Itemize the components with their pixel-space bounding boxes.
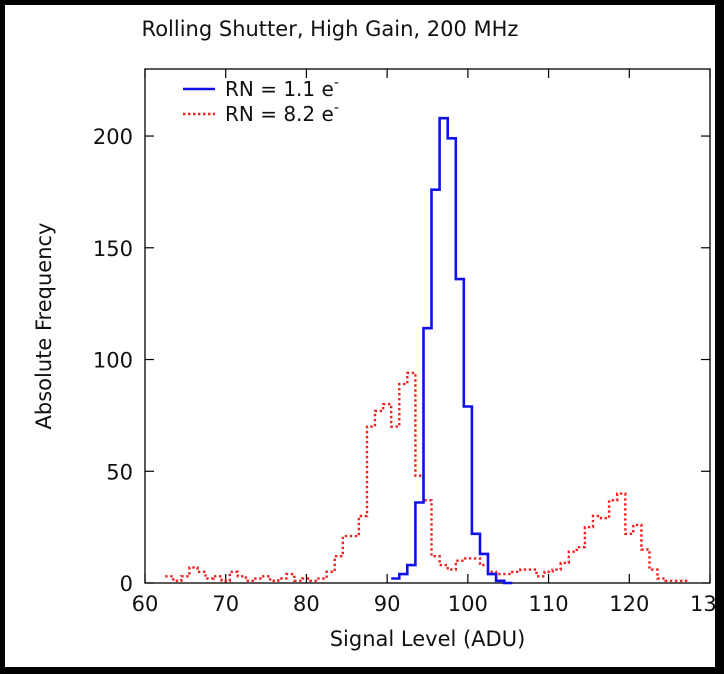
x-tick-label: 120 xyxy=(609,592,649,616)
series-layer xyxy=(165,116,690,585)
x-tick-label: 130 xyxy=(690,592,715,616)
legend-label-0: RN = 1.1 e- xyxy=(225,75,339,101)
x-tick-label: 60 xyxy=(132,592,159,616)
x-tick-label: 100 xyxy=(448,592,488,616)
series-line-1 xyxy=(165,371,690,582)
y-axis-label: Absolute Frequency xyxy=(32,223,56,430)
y-tick-label: 50 xyxy=(106,460,133,484)
y-tick-label: 0 xyxy=(120,572,133,596)
legend-label-superscript: - xyxy=(334,100,339,116)
legend-label-1: RN = 8.2 e- xyxy=(225,100,339,126)
series-line-0 xyxy=(391,116,513,585)
x-tick-label: 110 xyxy=(529,592,569,616)
y-tick-label: 100 xyxy=(93,349,133,373)
x-tick-label: 90 xyxy=(374,592,401,616)
x-tick-label: 80 xyxy=(293,592,320,616)
chart-title: Rolling Shutter, High Gain, 200 MHz xyxy=(142,17,519,41)
y-tick-label: 200 xyxy=(93,125,133,149)
chart-frame: Rolling Shutter, High Gain, 200 MHz 60 70… xyxy=(5,5,715,667)
histogram-chart: Rolling Shutter, High Gain, 200 MHz 60 70… xyxy=(32,17,715,651)
plot-area-border xyxy=(144,68,711,584)
x-tick-label: 70 xyxy=(212,592,239,616)
x-axis-label: Signal Level (ADU) xyxy=(330,627,526,651)
y-tick-label: 150 xyxy=(93,237,133,261)
axis-ticks: 60 70 80 90 100 110 120 130 0 50 100 150 200 xyxy=(93,69,715,616)
legend: RN = 1.1 e-RN = 8.2 e- xyxy=(183,75,339,126)
legend-label-superscript: - xyxy=(334,75,339,91)
legend-label-text: RN = 8.2 e xyxy=(225,102,334,126)
legend-label-text: RN = 1.1 e xyxy=(225,77,334,101)
